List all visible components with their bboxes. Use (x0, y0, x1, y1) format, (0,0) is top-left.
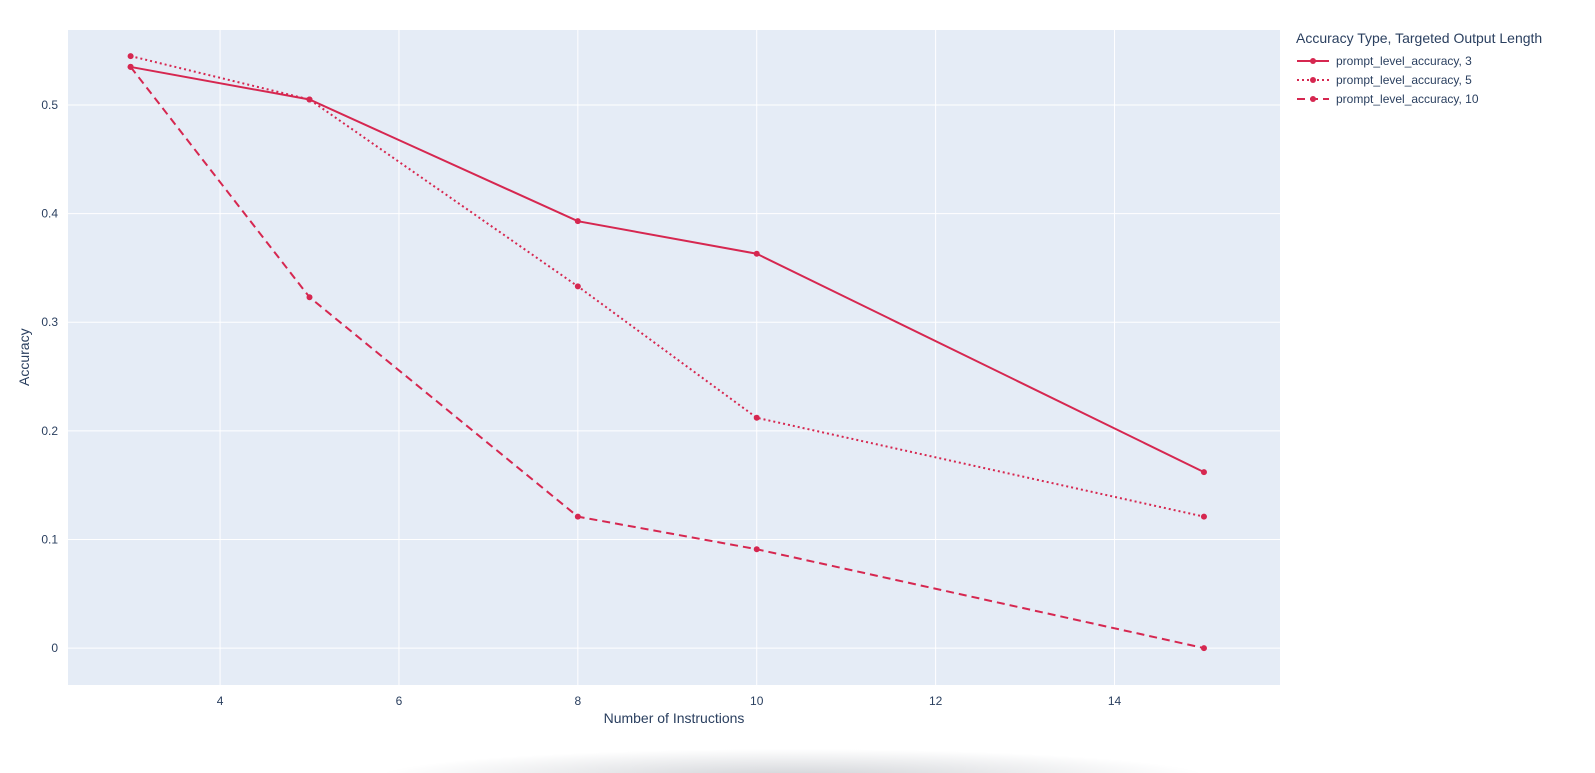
legend: Accuracy Type, Targeted Output Length pr… (1296, 30, 1586, 111)
legend-item[interactable]: prompt_level_accuracy, 3 (1296, 54, 1586, 68)
svg-text:0.2: 0.2 (41, 424, 58, 438)
legend-item-label: prompt_level_accuracy, 5 (1336, 73, 1472, 87)
svg-text:0: 0 (51, 641, 58, 655)
svg-text:0.5: 0.5 (41, 98, 58, 112)
y-axis-title: Accuracy (16, 328, 32, 387)
svg-text:14: 14 (1108, 694, 1122, 708)
legend-line-sample (1297, 77, 1329, 83)
legend-line-sample (1297, 58, 1329, 64)
legend-item-label: prompt_level_accuracy, 3 (1336, 54, 1472, 68)
svg-text:4: 4 (217, 694, 224, 708)
svg-text:0.3: 0.3 (41, 315, 58, 329)
svg-text:6: 6 (396, 694, 403, 708)
legend-items: prompt_level_accuracy, 3 prompt_level_acc… (1296, 54, 1586, 106)
legend-item[interactable]: prompt_level_accuracy, 5 (1296, 73, 1586, 87)
svg-text:0.1: 0.1 (41, 532, 58, 546)
svg-text:12: 12 (929, 694, 943, 708)
svg-text:8: 8 (575, 694, 582, 708)
legend-item-label: prompt_level_accuracy, 10 (1336, 92, 1479, 106)
legend-item[interactable]: prompt_level_accuracy, 10 (1296, 92, 1586, 106)
legend-line-sample (1297, 96, 1329, 102)
svg-text:10: 10 (750, 694, 764, 708)
svg-text:0.4: 0.4 (41, 207, 58, 221)
x-axis-title: Number of Instructions (603, 710, 745, 726)
legend-title: Accuracy Type, Targeted Output Length (1296, 30, 1543, 46)
